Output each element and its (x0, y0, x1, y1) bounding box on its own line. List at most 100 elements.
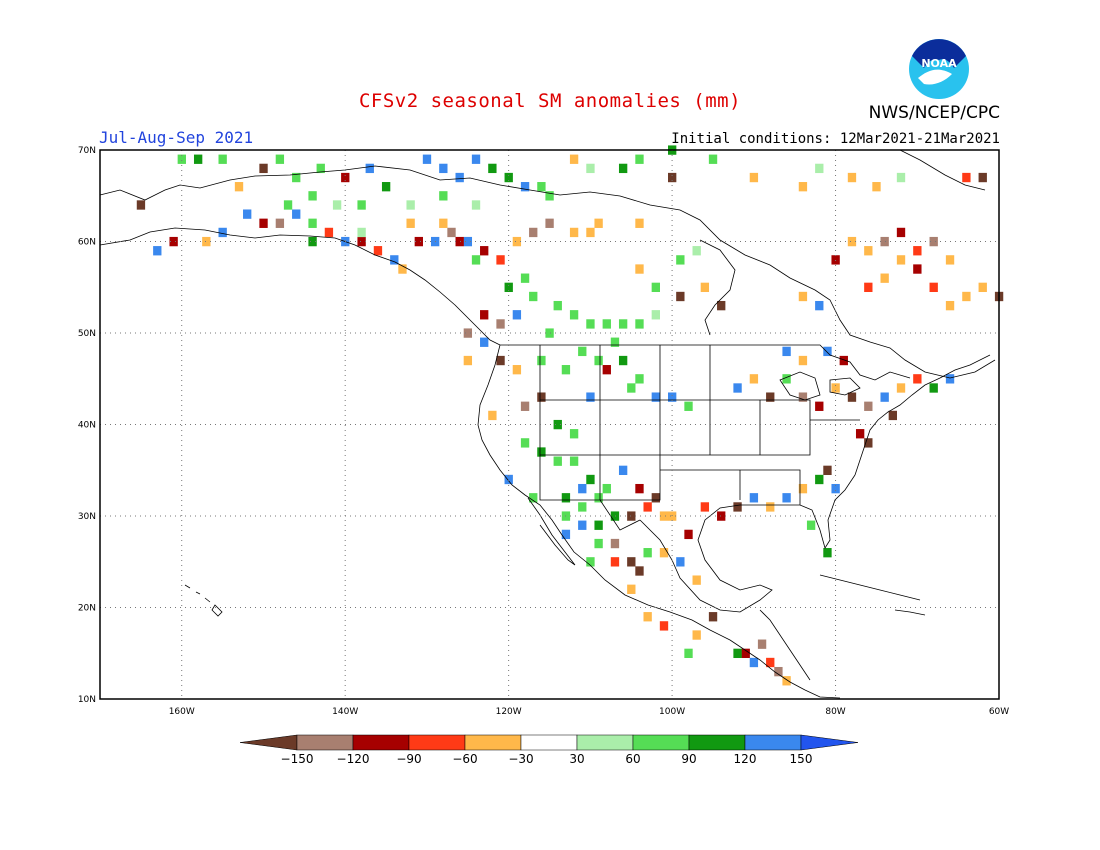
anomaly-cell (602, 483, 611, 494)
anomaly-cell (864, 282, 873, 293)
anomaly-cell (823, 346, 832, 357)
colorbar-label: −30 (508, 752, 533, 766)
anomaly-cell (169, 236, 178, 247)
lon-label: 120W (496, 707, 522, 717)
anomaly-cell (962, 291, 971, 302)
anomaly-cell (569, 456, 579, 466)
anomaly-cell (610, 511, 620, 521)
anomaly-cell (218, 227, 227, 238)
anomaly-cell (529, 291, 538, 302)
map-frame (99, 149, 1000, 700)
anomaly-cell (847, 172, 857, 183)
anomaly-cell (594, 355, 603, 366)
anomaly-cell (406, 200, 415, 210)
anomaly-cell (855, 429, 865, 439)
anomaly-cell (635, 264, 644, 274)
anomaly-cell (471, 255, 481, 265)
colorbar-label: 60 (625, 752, 640, 766)
anomaly-cell (700, 502, 710, 512)
anomaly-cell (586, 319, 595, 329)
anomaly-cell (463, 355, 473, 366)
anomaly-cell (635, 566, 644, 576)
graticule (100, 150, 999, 699)
anomaly-cell (586, 227, 595, 238)
anomaly-cell (275, 154, 285, 164)
anomaly-cell (676, 255, 685, 265)
anomaly-cell (782, 374, 791, 384)
anomaly-cell (659, 548, 669, 558)
anomaly-cell (594, 493, 603, 503)
anomaly-cell (692, 575, 701, 585)
anomaly-cell (692, 630, 701, 640)
lat-label: 60N (78, 238, 96, 248)
colorbar-swatch (744, 734, 802, 751)
anomaly-cell (259, 163, 268, 174)
anomaly-cell (504, 282, 513, 293)
anomaly-cell (659, 511, 669, 521)
anomaly-cell (831, 255, 840, 265)
anomaly-cell (406, 218, 415, 228)
anomaly-cell (578, 346, 587, 357)
anomaly-cell (153, 246, 162, 256)
anomaly-cell (627, 511, 636, 521)
anomaly-cell (782, 676, 791, 686)
anomaly-cell (136, 200, 146, 210)
colorbar-label: −120 (337, 752, 370, 766)
anomaly-cell (357, 236, 366, 247)
lat-label: 50N (78, 329, 96, 339)
anomaly-cell (798, 291, 808, 302)
anomaly-cell (839, 355, 848, 366)
anomaly-cell (733, 383, 742, 393)
anomaly-cell (978, 282, 987, 293)
anomaly-cell (455, 172, 464, 183)
anomaly-cell (872, 182, 881, 192)
colorbar-label: −150 (281, 752, 314, 766)
axis-labels: 70N 60N 50N 40N 30N 20N 10N 160W 140W 120W 100W 80W… (78, 146, 1009, 717)
coastlines-and-borders (99, 149, 996, 699)
anomaly-cell (798, 355, 808, 366)
anomaly-cell (586, 392, 595, 402)
anomaly-cell (668, 511, 677, 521)
anomaly-cell (537, 392, 546, 402)
anomaly-cell (381, 182, 391, 192)
anomaly-cell (651, 493, 660, 503)
anomaly-cell (823, 465, 832, 476)
anomaly-cell (913, 264, 922, 274)
anomaly-cell (308, 218, 317, 228)
anomaly-cell (234, 182, 244, 192)
anomaly-cell (668, 392, 677, 402)
anomaly-cell (512, 236, 522, 247)
anomaly-cell (480, 246, 489, 256)
anomaly-cell (676, 291, 685, 302)
anomaly-cell (447, 227, 456, 238)
anomaly-cell (627, 383, 636, 393)
anomaly-cell (316, 163, 325, 174)
anomaly-cell (553, 300, 562, 311)
anomaly-cell (610, 538, 620, 549)
anomaly-cell (578, 502, 587, 512)
anomaly-cell (733, 648, 742, 659)
colorbar-arrow-high (800, 734, 859, 751)
anomaly-cell (627, 557, 636, 567)
anomaly-cell (684, 648, 693, 659)
anomaly-cell (512, 365, 522, 375)
colorbar-swatch (296, 734, 354, 751)
anomaly-cell (774, 666, 783, 677)
lon-label: 140W (332, 707, 358, 717)
anomaly-cell (561, 365, 571, 375)
anomaly-cell (496, 255, 505, 265)
lat-label: 40N (78, 421, 96, 431)
colorbar-label: 90 (681, 752, 696, 766)
anomaly-cell (618, 163, 628, 174)
anomaly-cell (398, 264, 407, 274)
anomaly-cell (708, 612, 718, 622)
colorbar-label: −90 (396, 752, 421, 766)
anomaly-cell (733, 502, 742, 512)
lon-label: 60W (989, 707, 1009, 717)
anomaly-cell (463, 328, 473, 338)
anomaly-cell (806, 520, 816, 530)
anomaly-cell (537, 182, 546, 192)
anomaly-cell (749, 172, 759, 183)
anomaly-cell (193, 154, 203, 164)
forecast-period: Jul-Aug-Sep 2021 (99, 128, 254, 147)
